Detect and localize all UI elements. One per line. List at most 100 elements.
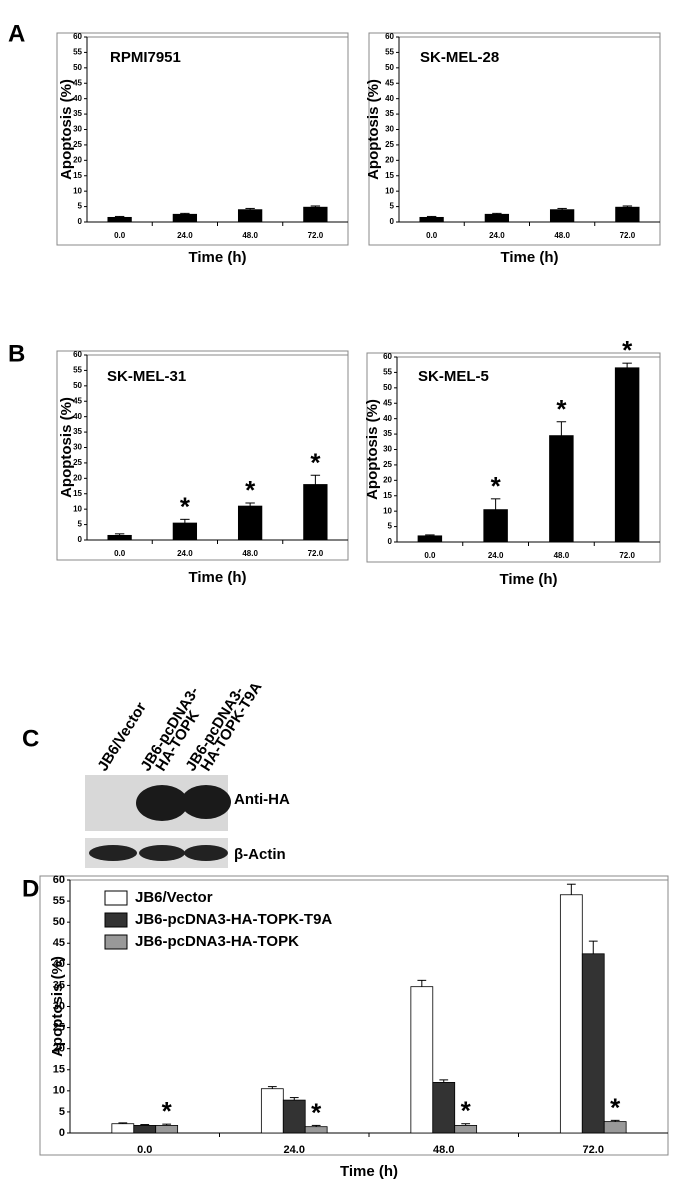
bar xyxy=(614,367,640,543)
significance-mark: * xyxy=(610,1092,621,1122)
y-tick-label: 50 xyxy=(53,916,65,928)
y-tick-label: 40 xyxy=(73,94,82,103)
panel-label: D xyxy=(22,875,39,902)
significance-mark: * xyxy=(491,471,502,501)
y-tick-label: 25 xyxy=(385,140,394,149)
y-tick-label: 15 xyxy=(73,489,82,498)
y-tick-label: 55 xyxy=(73,48,82,57)
y-tick-label: 15 xyxy=(53,1064,65,1076)
significance-mark: * xyxy=(245,475,256,505)
significance-mark: * xyxy=(556,394,567,424)
x-tick-label: 72.0 xyxy=(583,1144,604,1156)
bar xyxy=(155,1125,179,1134)
y-tick-label: 20 xyxy=(73,473,82,482)
x-tick-label: 72.0 xyxy=(620,231,636,240)
bar xyxy=(260,1088,284,1134)
y-tick-label: 30 xyxy=(73,125,82,134)
bar xyxy=(107,534,132,541)
x-axis-label: Time (h) xyxy=(340,1163,398,1180)
plot-frame xyxy=(56,32,349,246)
x-tick-label: 24.0 xyxy=(488,551,504,560)
y-tick-label: 0 xyxy=(388,537,393,546)
legend-swatch xyxy=(104,912,128,928)
y-axis-label: Apoptosis (%) xyxy=(58,79,75,180)
bar xyxy=(549,435,574,543)
y-tick-label: 60 xyxy=(53,874,65,886)
bar xyxy=(603,1121,627,1134)
x-tick-label: 48.0 xyxy=(242,549,258,558)
plot-frame xyxy=(366,352,661,563)
bar xyxy=(454,1125,478,1134)
y-tick-label: 25 xyxy=(383,460,392,469)
bar xyxy=(581,953,605,1134)
y-tick-label: 35 xyxy=(383,429,392,438)
y-tick-label: 20 xyxy=(385,155,394,164)
bar xyxy=(237,505,263,541)
y-tick-label: 0 xyxy=(78,535,83,544)
y-tick-label: 0 xyxy=(78,217,83,226)
x-tick-label: 72.0 xyxy=(308,549,324,558)
bar xyxy=(303,206,328,223)
blot-band xyxy=(89,845,137,861)
y-tick-label: 0 xyxy=(59,1127,65,1139)
y-axis-label: Apoptosis (%) xyxy=(364,399,381,500)
bar xyxy=(483,509,508,543)
legend-swatch xyxy=(104,890,128,906)
y-tick-label: 25 xyxy=(53,1021,65,1033)
y-tick-label: 35 xyxy=(53,979,65,991)
x-tick-label: 48.0 xyxy=(554,551,570,560)
legend-label: JB6/Vector xyxy=(135,889,213,906)
y-axis-label: Apoptosis (%) xyxy=(58,397,75,498)
y-tick-label: 50 xyxy=(73,63,82,72)
chart-title: SK-MEL-5 xyxy=(418,368,489,385)
bar xyxy=(432,1082,456,1134)
bar xyxy=(303,484,328,541)
x-tick-label: 0.0 xyxy=(424,551,436,560)
y-tick-label: 5 xyxy=(390,202,395,211)
western-blot: Anti-HA β-Actin xyxy=(85,775,290,868)
y-tick-label: 5 xyxy=(78,520,83,529)
bar xyxy=(282,1099,306,1134)
y-tick-label: 40 xyxy=(53,958,65,970)
bar xyxy=(410,986,434,1134)
blot-band xyxy=(139,845,185,861)
x-axis-label: Time (h) xyxy=(500,249,558,266)
x-axis-label: Time (h) xyxy=(499,571,557,588)
y-tick-label: 50 xyxy=(73,381,82,390)
panel-label: C xyxy=(22,725,39,752)
x-tick-label: 72.0 xyxy=(308,231,324,240)
bar xyxy=(304,1126,328,1134)
bar xyxy=(111,1123,135,1134)
y-tick-label: 60 xyxy=(383,352,392,361)
y-tick-label: 0 xyxy=(390,217,395,226)
x-tick-label: 0.0 xyxy=(137,1144,152,1156)
panel-label: B xyxy=(8,340,25,367)
y-tick-label: 50 xyxy=(385,63,394,72)
y-axis-label: Apoptosis (%) xyxy=(49,956,66,1057)
blot-row-label: Anti-HA xyxy=(234,791,290,808)
significance-mark: * xyxy=(180,491,191,521)
legend-swatch xyxy=(104,934,128,950)
y-tick-label: 15 xyxy=(73,171,82,180)
x-axis-label: Time (h) xyxy=(188,569,246,586)
y-tick-label: 50 xyxy=(383,383,392,392)
blot-row-label: β-Actin xyxy=(234,846,286,863)
x-tick-label: 0.0 xyxy=(114,549,126,558)
y-tick-label: 35 xyxy=(73,427,82,436)
chart-title: SK-MEL-28 xyxy=(420,49,499,66)
chart-title: RPMI7951 xyxy=(110,49,181,66)
x-tick-label: 48.0 xyxy=(242,231,258,240)
y-tick-label: 10 xyxy=(53,1085,65,1097)
y-tick-label: 20 xyxy=(73,155,82,164)
y-tick-label: 55 xyxy=(73,366,82,375)
significance-mark: * xyxy=(310,447,321,477)
blot-band xyxy=(136,785,188,821)
y-tick-label: 40 xyxy=(383,414,392,423)
x-tick-label: 24.0 xyxy=(177,231,193,240)
x-tick-label: 24.0 xyxy=(284,1144,305,1156)
y-axis-label: Apoptosis (%) xyxy=(365,79,382,180)
x-tick-label: 72.0 xyxy=(619,551,635,560)
x-tick-label: 24.0 xyxy=(489,231,505,240)
y-tick-label: 10 xyxy=(73,186,82,195)
